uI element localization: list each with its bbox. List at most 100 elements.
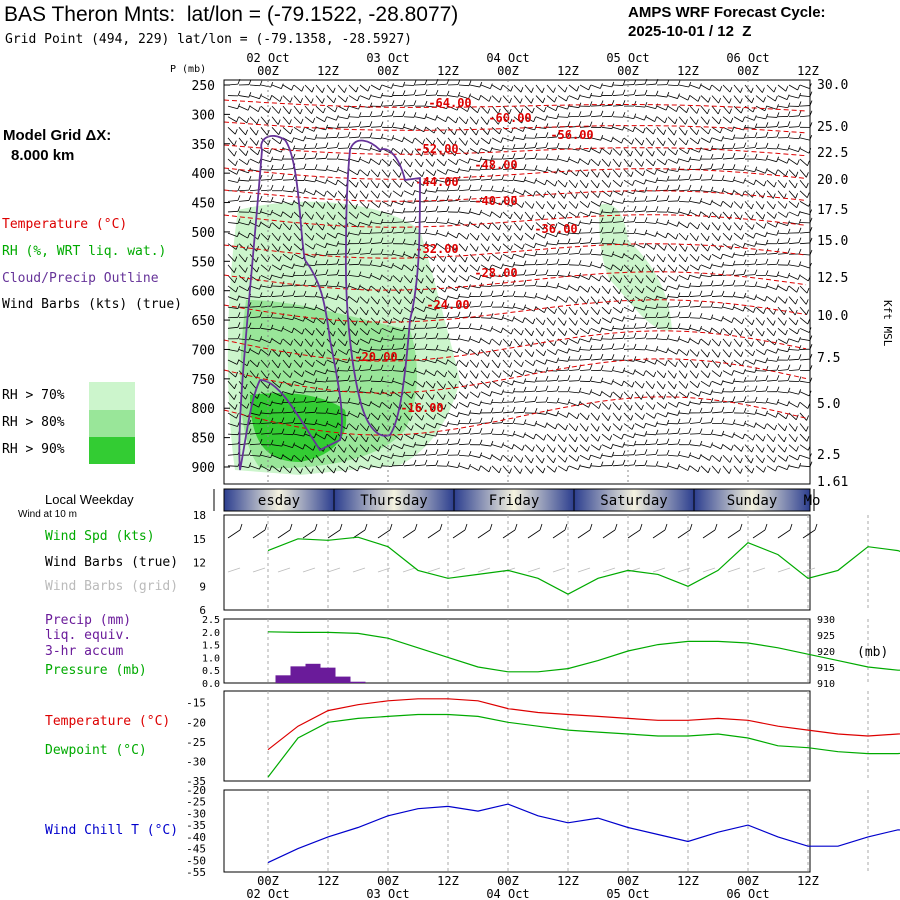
- wind-barb-flag: [391, 135, 395, 141]
- wind-barb: [480, 295, 491, 297]
- wind-barb: [425, 285, 434, 294]
- wind-barb: [282, 168, 293, 171]
- wind-barb-10m: [527, 529, 541, 539]
- wind-barb-flag: [244, 256, 248, 263]
- wind-barb-flag: [244, 140, 248, 146]
- wind-barb: [777, 158, 788, 164]
- wind-barb: [348, 465, 358, 472]
- wind-barb-flag: [476, 362, 480, 368]
- wind-barb: [414, 296, 423, 304]
- wind-barb-flag: [696, 351, 700, 357]
- wind-barb-flag: [432, 404, 435, 411]
- wind-barb-flag: [785, 456, 789, 462]
- wind-barb-flag: [732, 164, 736, 170]
- wind-barb: [480, 454, 491, 460]
- wind-barb-flag: [729, 235, 733, 241]
- wind-barb-flag: [523, 378, 527, 384]
- wind-barb: [722, 232, 731, 241]
- wind-barb: [590, 412, 598, 421]
- wind-barb-flag: [314, 291, 318, 298]
- wind-barb-flag: [303, 406, 307, 413]
- wind-barb-flag: [444, 160, 447, 166]
- wind-barb: [612, 317, 623, 322]
- wind-barb: [425, 275, 433, 284]
- wind-barb-grid: [627, 567, 641, 573]
- wind-barb-flag: [718, 235, 721, 241]
- wind-barb-flag: [599, 148, 603, 154]
- wind-barb: [447, 200, 458, 202]
- wind-barb-flag: [512, 396, 516, 403]
- wind-barb-flag: [600, 461, 604, 467]
- wind-barb-flag: [478, 148, 481, 154]
- wind-barb-flag: [674, 373, 677, 379]
- wind-barb: [722, 401, 733, 403]
- wind-barb-flag: [465, 393, 469, 399]
- wind-barb: [348, 444, 356, 453]
- wind-barb: [755, 296, 766, 302]
- wind-barb-flag: [732, 269, 736, 275]
- wind-barb: [667, 465, 678, 470]
- wind-barb: [722, 190, 733, 196]
- wind-barb-flag: [687, 337, 691, 343]
- wind-barb-flag: [751, 224, 755, 230]
- wind-barb-flag: [719, 456, 723, 462]
- wind-barb: [744, 274, 756, 276]
- wind-barb-flag: [358, 271, 362, 277]
- wind-barb-flag: [479, 209, 482, 216]
- wind-barb: [381, 380, 392, 384]
- wind-barb-flag: [468, 195, 472, 202]
- wind-barb-flag: [488, 138, 492, 145]
- top-date-label: 02 Oct: [246, 51, 289, 65]
- wind-barb: [238, 105, 249, 111]
- wind-barb: [491, 465, 500, 474]
- height-tick-label: 12.5: [817, 271, 848, 286]
- wind-barb: [777, 369, 788, 372]
- wind-barb: [271, 305, 283, 308]
- wind-barb-flag: [555, 296, 559, 302]
- wind-barb: [436, 391, 444, 400]
- wind-barb: [337, 158, 348, 161]
- wind-barb-flag: [642, 127, 646, 134]
- wind-barb-flag: [776, 364, 780, 371]
- wind-barb: [568, 391, 579, 394]
- wind-barb-flag: [259, 208, 263, 214]
- wind-barb: [733, 169, 745, 171]
- wind-barb-flag: [765, 155, 769, 161]
- pressure-tick-label: 650: [192, 314, 215, 329]
- wind-barb-flag: [457, 449, 461, 456]
- wind-barb: [612, 264, 622, 272]
- wind-barb-flag: [564, 330, 568, 336]
- wind-barb-flag: [698, 147, 702, 153]
- wind-barb-flag: [743, 396, 747, 402]
- wind-barb-flag: [269, 337, 273, 343]
- wind-barb-flag: [534, 153, 538, 159]
- wind-barb: [502, 454, 511, 463]
- wind-barb: [502, 338, 511, 347]
- wind-barb-flag: [765, 410, 768, 417]
- wind-barb-flag: [358, 259, 362, 265]
- wind-barb: [304, 454, 313, 463]
- wind-barb: [656, 232, 666, 239]
- wind-barb-flag: [642, 414, 645, 420]
- wind-barb: [623, 210, 635, 213]
- wind-barb-flag: [435, 205, 439, 212]
- wind-barb: [392, 454, 403, 458]
- wind-barb-flag: [553, 320, 556, 326]
- wind-barb: [524, 232, 533, 240]
- wind-barb: [799, 115, 810, 118]
- wind-barb-flag: [321, 214, 325, 220]
- wind-barb-flag: [312, 117, 316, 124]
- wind-barb: [249, 285, 260, 290]
- wind-barb-flag: [465, 266, 469, 273]
- wind-barb-flag: [280, 264, 283, 271]
- wind-barb: [788, 465, 799, 469]
- wind-barb: [546, 263, 557, 266]
- wind-barb: [601, 126, 612, 130]
- wind-barb: [612, 137, 622, 144]
- wind-barb-flag: [600, 122, 604, 128]
- wind-barb: [260, 454, 271, 459]
- wind-barb-flag: [300, 362, 304, 368]
- wind-barb: [755, 253, 767, 255]
- wind-barb: [579, 454, 590, 461]
